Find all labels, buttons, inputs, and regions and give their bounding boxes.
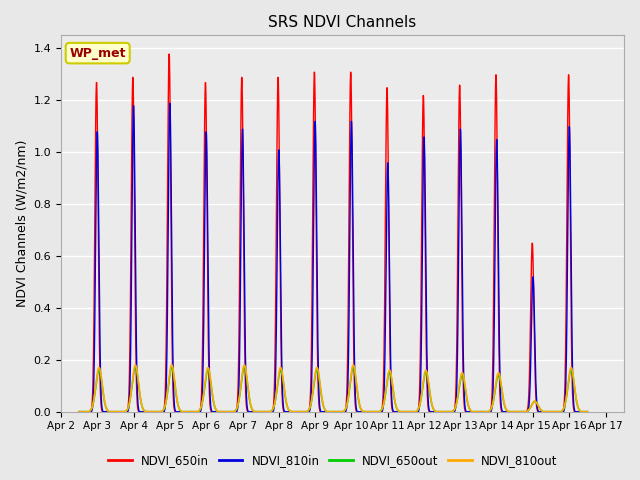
NDVI_650out bbox=[476, 409, 483, 415]
Line: NDVI_810out: NDVI_810out bbox=[79, 365, 588, 412]
NDVI_810in bbox=[584, 409, 591, 415]
NDVI_810out bbox=[476, 409, 483, 415]
NDVI_650in bbox=[165, 51, 173, 57]
NDVI_650out bbox=[264, 409, 272, 415]
Title: SRS NDVI Channels: SRS NDVI Channels bbox=[268, 15, 417, 30]
Line: NDVI_650out: NDVI_650out bbox=[79, 368, 588, 412]
NDVI_810out bbox=[305, 407, 312, 413]
Legend: NDVI_650in, NDVI_810in, NDVI_650out, NDVI_810out: NDVI_650in, NDVI_810in, NDVI_650out, NDV… bbox=[103, 449, 563, 472]
NDVI_650out bbox=[76, 409, 83, 415]
NDVI_650out bbox=[131, 365, 139, 371]
Y-axis label: NDVI Channels (W/m2/nm): NDVI Channels (W/m2/nm) bbox=[15, 140, 28, 307]
NDVI_810in bbox=[76, 409, 83, 415]
NDVI_810out bbox=[76, 409, 83, 415]
Line: NDVI_810in: NDVI_810in bbox=[79, 103, 588, 412]
NDVI_650out bbox=[580, 409, 588, 415]
NDVI_650in bbox=[584, 409, 591, 415]
NDVI_810in bbox=[264, 409, 272, 415]
NDVI_810in bbox=[305, 409, 312, 415]
NDVI_650in bbox=[493, 193, 501, 199]
NDVI_650in bbox=[76, 409, 83, 415]
NDVI_810in bbox=[476, 409, 483, 415]
NDVI_810out bbox=[131, 362, 139, 368]
NDVI_650in bbox=[383, 89, 390, 95]
NDVI_810out bbox=[493, 372, 501, 377]
NDVI_810out bbox=[264, 409, 272, 415]
NDVI_810in bbox=[493, 168, 501, 174]
NDVI_650out bbox=[584, 409, 591, 415]
NDVI_810in bbox=[580, 409, 588, 415]
NDVI_810in bbox=[383, 203, 390, 208]
NDVI_650out bbox=[493, 374, 501, 380]
NDVI_650in bbox=[264, 409, 272, 415]
NDVI_650in bbox=[305, 409, 312, 415]
NDVI_810out bbox=[383, 380, 390, 386]
NDVI_650in bbox=[580, 409, 588, 415]
NDVI_650in bbox=[476, 409, 483, 415]
NDVI_650out bbox=[305, 408, 312, 413]
Line: NDVI_650in: NDVI_650in bbox=[79, 54, 588, 412]
NDVI_810out bbox=[584, 409, 591, 415]
NDVI_650out bbox=[383, 382, 390, 388]
NDVI_810out bbox=[580, 409, 588, 415]
Text: WP_met: WP_met bbox=[70, 47, 126, 60]
NDVI_810in bbox=[166, 100, 173, 106]
